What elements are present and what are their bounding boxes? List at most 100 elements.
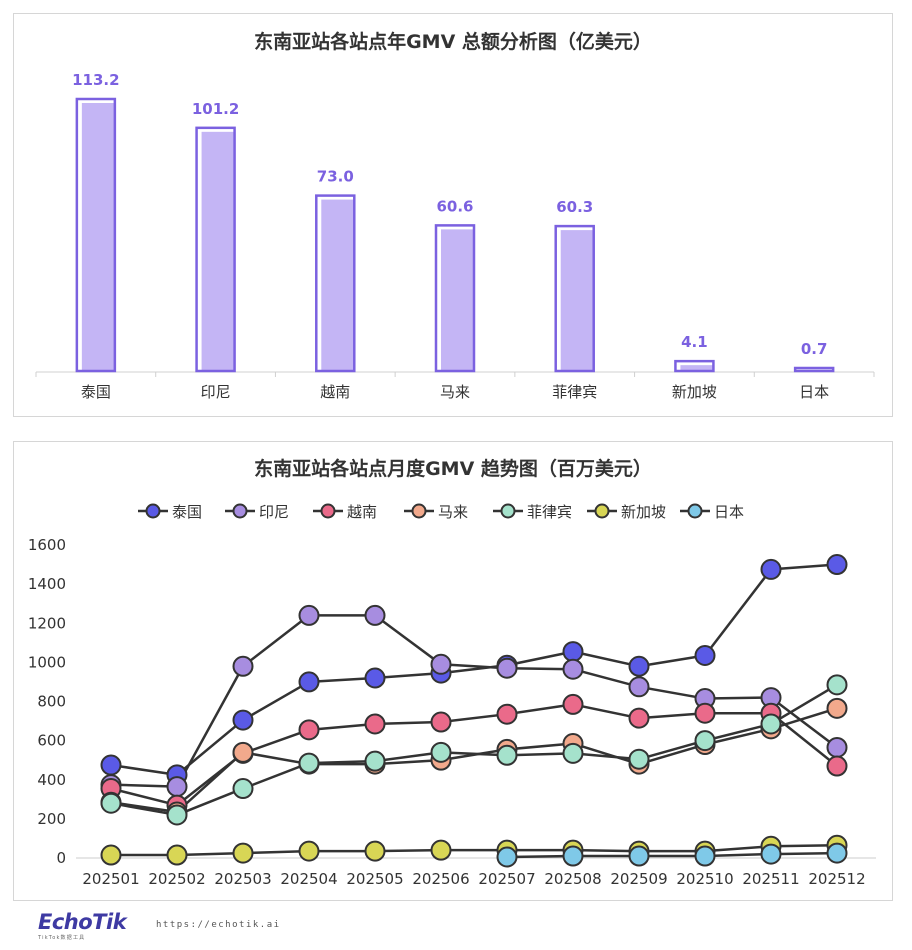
point-泰国-202512[interactable] — [826, 554, 848, 576]
point-越南-202512[interactable] — [826, 755, 848, 777]
monthly-gmv-line-chart-panel: 东南亚站各站点月度GMV 趋势图（百万美元） 0 200 400 600 800 1000… — [13, 441, 893, 901]
series-line-泰国 — [110, 563, 838, 777]
series-line-日本 — [506, 851, 838, 859]
point-印尼-202504[interactable] — [298, 604, 320, 626]
bar-印尼[interactable] — [195, 126, 236, 373]
point-越南-202509[interactable] — [628, 707, 650, 729]
point-日本-202509[interactable] — [628, 845, 650, 867]
point-印尼-202505[interactable] — [364, 604, 386, 626]
point-菲律宾-202512[interactable] — [826, 674, 848, 696]
bar-value-label: 0.7 — [801, 340, 828, 358]
point-新加坡-202506[interactable] — [430, 839, 452, 861]
site-url[interactable]: https://echotik.ai — [156, 920, 281, 930]
bar-日本[interactable] — [793, 366, 835, 373]
point-印尼-202512[interactable] — [826, 736, 848, 758]
point-印尼-202507[interactable] — [496, 657, 518, 679]
point-越南-202507[interactable] — [496, 703, 518, 725]
x-tick-label: 202505 — [346, 870, 403, 888]
x-tick-label: 202501 — [82, 870, 139, 888]
y-tick-label: 1200 — [28, 614, 66, 632]
point-日本-202510[interactable] — [694, 845, 716, 867]
bar-category-label: 新加坡 — [672, 383, 717, 401]
point-日本-202508[interactable] — [562, 845, 584, 867]
bar-越南[interactable] — [315, 194, 356, 373]
bar-category-label: 菲律宾 — [552, 383, 597, 401]
legend-marker — [320, 503, 336, 519]
bar-category-label: 印尼 — [201, 383, 231, 401]
point-印尼-202503[interactable] — [232, 655, 254, 677]
point-新加坡-202502[interactable] — [166, 844, 188, 866]
point-菲律宾-202509[interactable] — [628, 748, 650, 770]
bar-菲律宾[interactable] — [554, 224, 595, 373]
x-tick-label: 202502 — [148, 870, 205, 888]
point-菲律宾-202505[interactable] — [364, 750, 386, 772]
y-tick-label: 1600 — [28, 536, 66, 554]
legend-item-印尼[interactable]: 印尼 — [225, 503, 289, 521]
bar-value-label: 60.3 — [556, 198, 593, 216]
point-新加坡-202504[interactable] — [298, 840, 320, 862]
point-菲律宾-202510[interactable] — [694, 730, 716, 752]
x-tick-label: 202506 — [412, 870, 469, 888]
legend-item-新加坡[interactable]: 新加坡 — [587, 503, 666, 521]
point-菲律宾-202507[interactable] — [496, 744, 518, 766]
point-泰国-202501[interactable] — [100, 754, 122, 776]
point-泰国-202510[interactable] — [694, 645, 716, 667]
legend-label: 日本 — [714, 503, 744, 521]
x-tick-label: 202510 — [676, 870, 733, 888]
point-泰国-202511[interactable] — [760, 558, 782, 580]
annual-gmv-bar-chart-panel: 东南亚站各站点年GMV 总额分析图（亿美元） 113.2 泰国 101.2 印尼 73.… — [13, 13, 893, 417]
bar-泰国[interactable] — [75, 97, 117, 373]
point-印尼-202506[interactable] — [430, 653, 452, 675]
bar-新加坡[interactable] — [674, 359, 715, 373]
point-菲律宾-202503[interactable] — [232, 778, 254, 800]
point-菲律宾-202506[interactable] — [430, 741, 452, 763]
point-泰国-202504[interactable] — [298, 671, 320, 693]
bar-value-label: 4.1 — [681, 333, 708, 351]
point-泰国-202508[interactable] — [562, 641, 584, 663]
point-越南-202504[interactable] — [298, 719, 320, 741]
point-越南-202508[interactable] — [562, 693, 584, 715]
point-新加坡-202505[interactable] — [364, 840, 386, 862]
point-日本-202512[interactable] — [826, 842, 848, 864]
bar-马来[interactable] — [434, 224, 476, 373]
point-菲律宾-202501[interactable] — [100, 792, 122, 814]
y-tick-label: 0 — [56, 849, 66, 867]
legend-item-马来[interactable]: 马来 — [404, 503, 468, 521]
point-泰国-202503[interactable] — [232, 709, 254, 731]
legend-item-菲律宾[interactable]: 菲律宾 — [493, 503, 572, 521]
point-菲律宾-202511[interactable] — [760, 713, 782, 735]
x-tick-label: 202508 — [544, 870, 601, 888]
point-印尼-202508[interactable] — [562, 658, 584, 680]
point-菲律宾-202504[interactable] — [298, 752, 320, 774]
legend-marker — [232, 503, 248, 519]
point-泰国-202509[interactable] — [628, 655, 650, 677]
point-马来-202503[interactable] — [232, 741, 254, 763]
legend-item-泰国[interactable]: 泰国 — [138, 503, 202, 521]
legend-marker — [687, 503, 703, 519]
y-tick-label: 200 — [37, 810, 66, 828]
legend-item-越南[interactable]: 越南 — [313, 503, 377, 521]
point-越南-202510[interactable] — [694, 702, 716, 724]
bar-fill — [321, 199, 356, 371]
point-菲律宾-202502[interactable] — [166, 804, 188, 826]
legend-label: 新加坡 — [621, 503, 666, 521]
legend-item-日本[interactable]: 日本 — [680, 503, 744, 521]
point-新加坡-202503[interactable] — [232, 842, 254, 864]
legend-label: 越南 — [347, 503, 377, 521]
legend-marker — [145, 503, 161, 519]
y-tick-label: 800 — [37, 693, 66, 711]
bar-category-label: 泰国 — [81, 383, 111, 401]
point-日本-202511[interactable] — [760, 843, 782, 865]
series-line-菲律宾 — [110, 683, 838, 817]
point-日本-202507[interactable] — [496, 846, 518, 868]
point-泰国-202505[interactable] — [364, 667, 386, 689]
point-新加坡-202501[interactable] — [100, 844, 122, 866]
echotik-logo[interactable]: EchoTik — [38, 910, 127, 934]
point-菲律宾-202508[interactable] — [562, 742, 584, 764]
point-印尼-202509[interactable] — [628, 676, 650, 698]
bar-fill — [560, 230, 595, 371]
point-越南-202505[interactable] — [364, 713, 386, 735]
point-印尼-202502[interactable] — [166, 776, 188, 798]
point-马来-202512[interactable] — [826, 697, 848, 719]
point-越南-202506[interactable] — [430, 711, 452, 733]
